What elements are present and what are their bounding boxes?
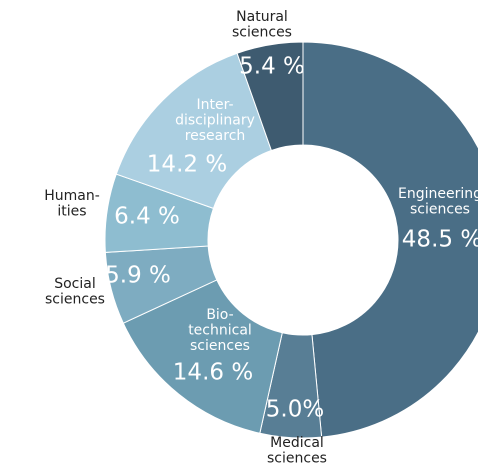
value-label: 6.4 % <box>114 204 180 230</box>
donut-slice <box>122 279 283 434</box>
category-label: Medical sciences <box>267 435 327 467</box>
value-label: 14.6 % <box>173 360 253 386</box>
category-label: Social sciences <box>45 276 105 308</box>
donut-slice <box>115 52 273 210</box>
donut-slice <box>302 41 478 438</box>
category-label: Inter-disciplinary research <box>175 97 255 144</box>
donut-slice <box>236 41 304 152</box>
category-label: Engineering sciences <box>398 186 478 218</box>
category-label: Human-ities <box>44 188 100 220</box>
category-label: Natural sciences <box>232 9 292 41</box>
value-label: 5.4 % <box>239 54 305 80</box>
category-label: Bio-technical sciences <box>188 307 252 354</box>
value-label: 14.2 % <box>147 152 227 178</box>
value-label: 5.0% <box>266 397 324 423</box>
value-label: 5.9 % <box>105 263 171 289</box>
value-label: 48.5 % <box>402 227 478 253</box>
